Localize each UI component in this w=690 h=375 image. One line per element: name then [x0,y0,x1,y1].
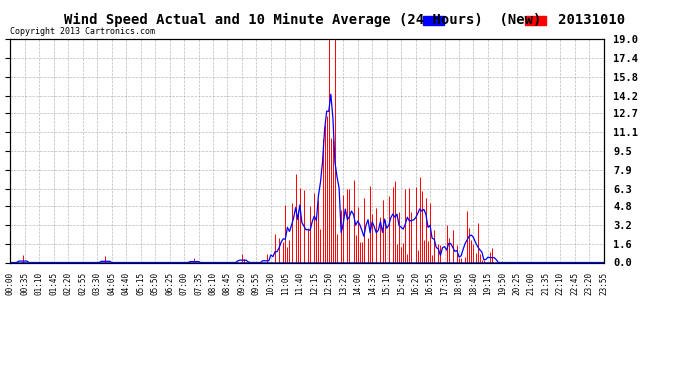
Legend: 10 Min Avg (mph), Wind (mph): 10 Min Avg (mph), Wind (mph) [422,15,600,27]
Text: Copyright 2013 Cartronics.com: Copyright 2013 Cartronics.com [10,27,155,36]
Text: Wind Speed Actual and 10 Minute Average (24 Hours)  (New)  20131010: Wind Speed Actual and 10 Minute Average … [64,13,626,27]
